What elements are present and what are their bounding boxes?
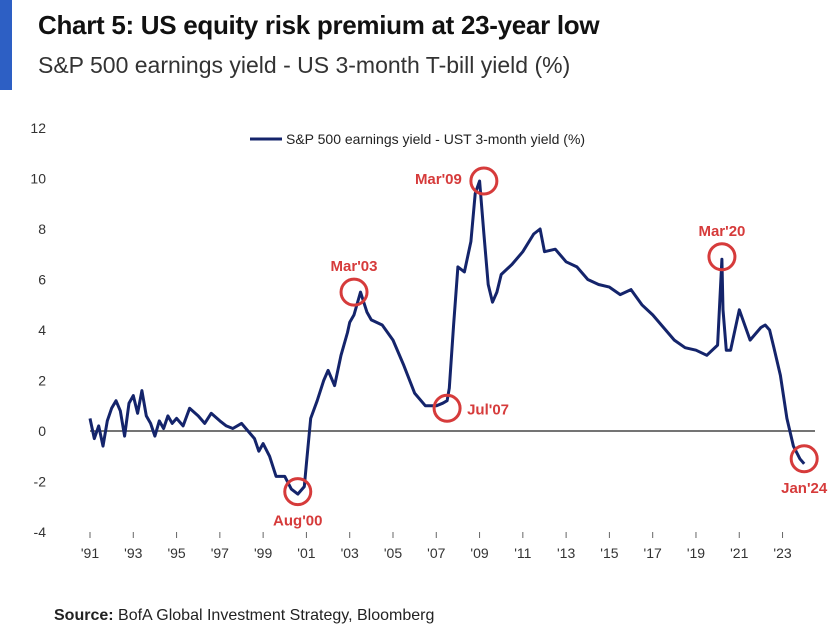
y-tick-label: 10	[30, 171, 46, 187]
annotation-circle	[283, 477, 313, 507]
x-axis: '91 '93 '95 '97 '99 '01 '03 '05 '07 '09 '11 '13 '15 '…	[81, 532, 792, 561]
y-tick-label: 6	[38, 272, 46, 288]
x-tick-label: '05	[384, 545, 402, 561]
x-tick-label: '19	[687, 545, 705, 561]
x-tick-label: '97	[211, 545, 229, 561]
x-tick-label: '01	[297, 545, 315, 561]
x-tick-label: '07	[427, 545, 445, 561]
legend: S&P 500 earnings yield - UST 3-month yie…	[250, 131, 585, 147]
annotation-circle	[432, 393, 462, 423]
x-tick-label: '21	[730, 545, 748, 561]
x-tick-label: '11	[514, 545, 531, 561]
x-tick-label: '23	[773, 545, 791, 561]
annotation-label: Jul'07	[467, 401, 509, 418]
chart-subtitle: S&P 500 earnings yield - US 3-month T-bi…	[38, 52, 571, 78]
y-tick-label: 0	[38, 423, 46, 439]
x-tick-label: '91	[81, 545, 99, 561]
annotation-label: Mar'03	[331, 258, 378, 275]
y-tick-label: 8	[38, 221, 46, 237]
annotation-label: Mar'20	[698, 223, 745, 240]
y-tick-label: 2	[38, 373, 46, 389]
annotation-circle	[339, 277, 369, 307]
x-tick-label: '93	[124, 545, 142, 561]
chart-title: Chart 5: US equity risk premium at 23-ye…	[38, 10, 600, 40]
annotation-circle	[469, 166, 499, 196]
line-chart: -4 -2 0 2 4 6 8 10 12 '91 '93 '95 '97 '99 '01 '03 '05 '0…	[30, 120, 828, 561]
annotation-circle	[707, 242, 737, 272]
x-tick-label: '03	[341, 545, 359, 561]
title-accent-bar	[0, 0, 12, 90]
source-text: BofA Global Investment Strategy, Bloombe…	[113, 607, 435, 624]
source-note: Source: BofA Global Investment Strategy,…	[54, 607, 434, 625]
x-tick-label: '13	[557, 545, 575, 561]
series-line	[88, 179, 806, 496]
annotation-circle	[789, 444, 819, 474]
annotation-label: Aug'00	[273, 513, 322, 530]
y-axis: -4 -2 0 2 4 6 8 10 12	[30, 120, 46, 540]
annotation-label: Jan'24	[781, 480, 828, 497]
y-tick-label: 12	[30, 120, 46, 136]
x-tick-label: '99	[254, 545, 272, 561]
x-tick-label: '95	[167, 545, 185, 561]
y-tick-label: 4	[38, 322, 46, 338]
legend-label: S&P 500 earnings yield - UST 3-month yie…	[286, 131, 585, 147]
annotation-label: Mar'09	[415, 171, 462, 188]
source-label: Source:	[54, 607, 114, 624]
x-tick-label: '17	[644, 545, 662, 561]
y-tick-label: -4	[34, 524, 47, 540]
x-tick-label: '15	[600, 545, 618, 561]
y-tick-label: -2	[34, 474, 47, 490]
x-tick-label: '09	[470, 545, 488, 561]
annotations: Aug'00 Mar'03 Jul'07 Mar'09 Mar'20 Jan'24	[273, 166, 828, 530]
